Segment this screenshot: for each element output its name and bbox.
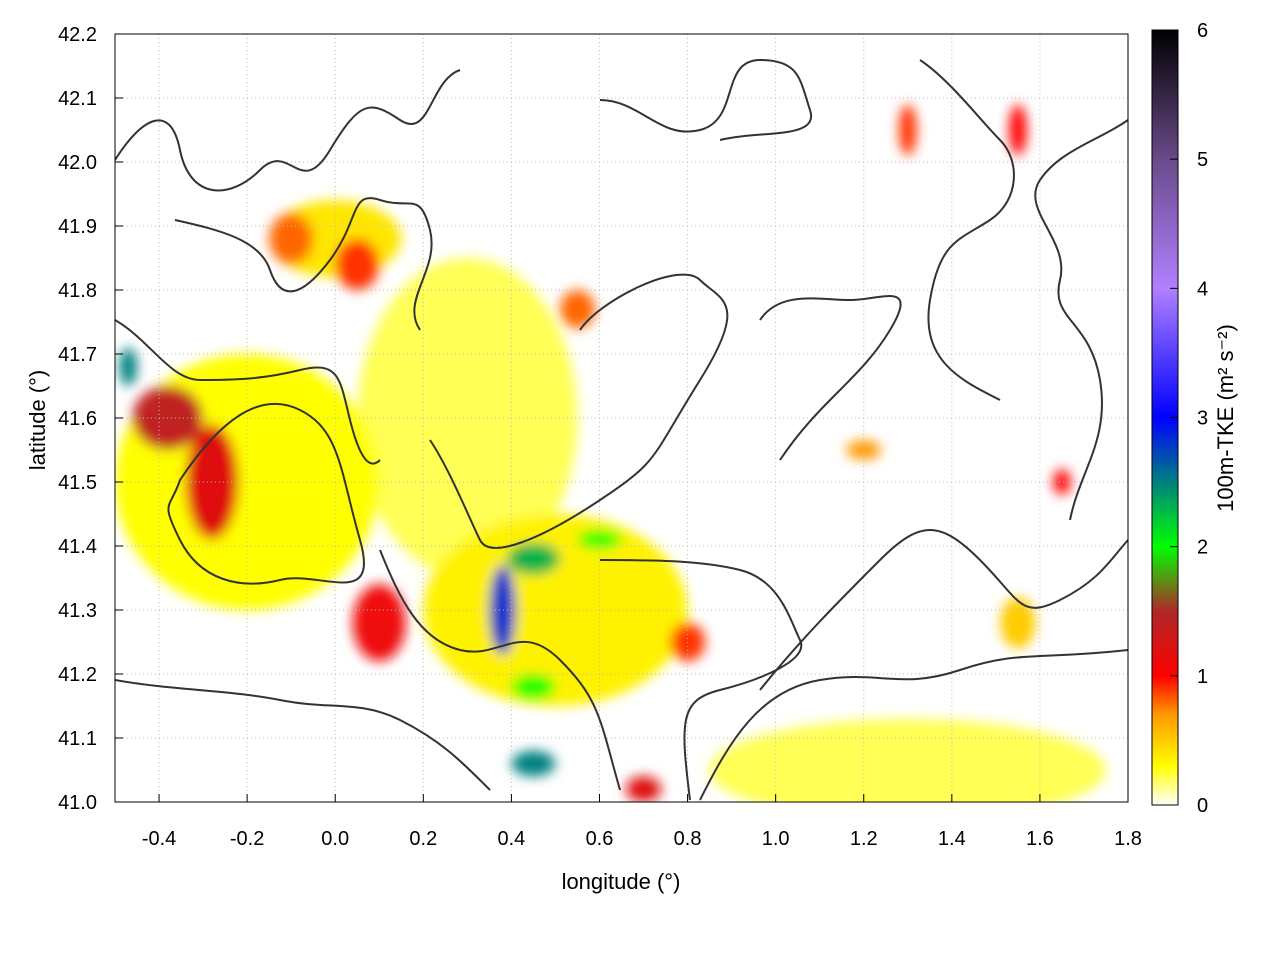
- x-tick-label: -0.2: [230, 828, 264, 850]
- x-tick-label: -0.4: [142, 828, 176, 850]
- colorbar-tick-label: 4: [1197, 278, 1208, 300]
- x-axis: -0.4 -0.2 0.0 0.2 0.4 0.6 0.8 1.0 1.2 1.4 1.6 1.8: [142, 794, 1142, 850]
- tke-feature: [506, 542, 560, 575]
- y-tick-label: 41.2: [58, 664, 97, 686]
- y-tick-label: 42.0: [58, 152, 97, 174]
- colorbar-tick-label: 0: [1197, 795, 1208, 817]
- tke-feature: [119, 347, 138, 386]
- y-tick-label: 41.4: [58, 536, 97, 558]
- x-tick-label: 0.2: [409, 828, 437, 850]
- contour-line: [115, 69, 461, 192]
- y-tick-label: 42.2: [58, 24, 97, 46]
- contour-line: [167, 402, 365, 585]
- contour-line: [759, 529, 1128, 691]
- y-tick-label: 41.7: [58, 344, 97, 366]
- contour-line: [115, 679, 491, 791]
- y-tick-label: 41.9: [58, 216, 97, 238]
- y-tick-label: 41.3: [58, 600, 97, 622]
- colorbar-tick-label: 6: [1197, 20, 1208, 42]
- tke-feature: [1000, 597, 1036, 649]
- colorbar-axis: 0 1 2 3 4 5 6: [1170, 20, 1208, 817]
- contour-line: [919, 59, 1015, 401]
- colorbar-tick-label: 2: [1197, 537, 1208, 559]
- contour-line: [115, 319, 381, 465]
- tke-feature: [511, 674, 556, 700]
- tke-feature: [898, 104, 917, 156]
- contour-line: [599, 559, 803, 801]
- contour-line: [759, 295, 902, 461]
- y-tick-label: 41.1: [58, 728, 97, 750]
- tke-feature: [577, 530, 622, 550]
- x-tick-label: 1.8: [1114, 828, 1142, 850]
- tke-feature: [352, 584, 406, 662]
- contour-line: [1034, 119, 1128, 521]
- tke-feature: [625, 776, 662, 802]
- y-tick-label: 42.1: [58, 88, 97, 110]
- contour-line: [174, 197, 433, 331]
- tke-feature: [511, 750, 556, 777]
- y-axis: 41.0 41.1 41.2 41.3 41.4 41.5 41.6 41.7 41.8 41.9…: [58, 24, 123, 814]
- contour-line: [429, 273, 729, 549]
- y-tick-label: 41.8: [58, 280, 97, 302]
- x-tick-label: 0.6: [586, 828, 614, 850]
- tke-feature: [559, 290, 596, 329]
- colorbar-tick-label: 1: [1197, 666, 1208, 688]
- x-tick-label: 1.0: [762, 828, 790, 850]
- colorbar-tick-label: 3: [1197, 408, 1208, 430]
- tke-feature: [709, 718, 1106, 802]
- tke-feature: [1053, 469, 1071, 495]
- x-tick-label: 0.8: [674, 828, 702, 850]
- colorbar-label: 100m-TKE (m² s⁻²): [1213, 324, 1238, 512]
- contour-line: [379, 549, 621, 791]
- terrain-contours: [115, 58, 1128, 801]
- tke-feature: [1009, 104, 1027, 156]
- colorbar-tick-label: 5: [1197, 149, 1208, 171]
- x-axis-label: longitude (°): [562, 869, 681, 894]
- x-tick-label: 1.2: [850, 828, 878, 850]
- tke-feature: [489, 565, 516, 655]
- x-tick-label: 0.0: [321, 828, 349, 850]
- y-tick-label: 41.0: [58, 792, 97, 814]
- y-tick-label: 41.5: [58, 472, 97, 494]
- contour-line: [599, 58, 813, 141]
- tke-feature: [335, 238, 380, 290]
- contour-line: [699, 649, 1128, 801]
- y-axis-label: latitude (°): [25, 370, 50, 471]
- y-tick-label: 41.6: [58, 408, 97, 430]
- x-tick-label: 1.6: [1026, 828, 1054, 850]
- x-tick-label: 1.4: [938, 828, 966, 850]
- x-tick-label: 0.4: [497, 828, 525, 850]
- tke-feature: [269, 213, 314, 265]
